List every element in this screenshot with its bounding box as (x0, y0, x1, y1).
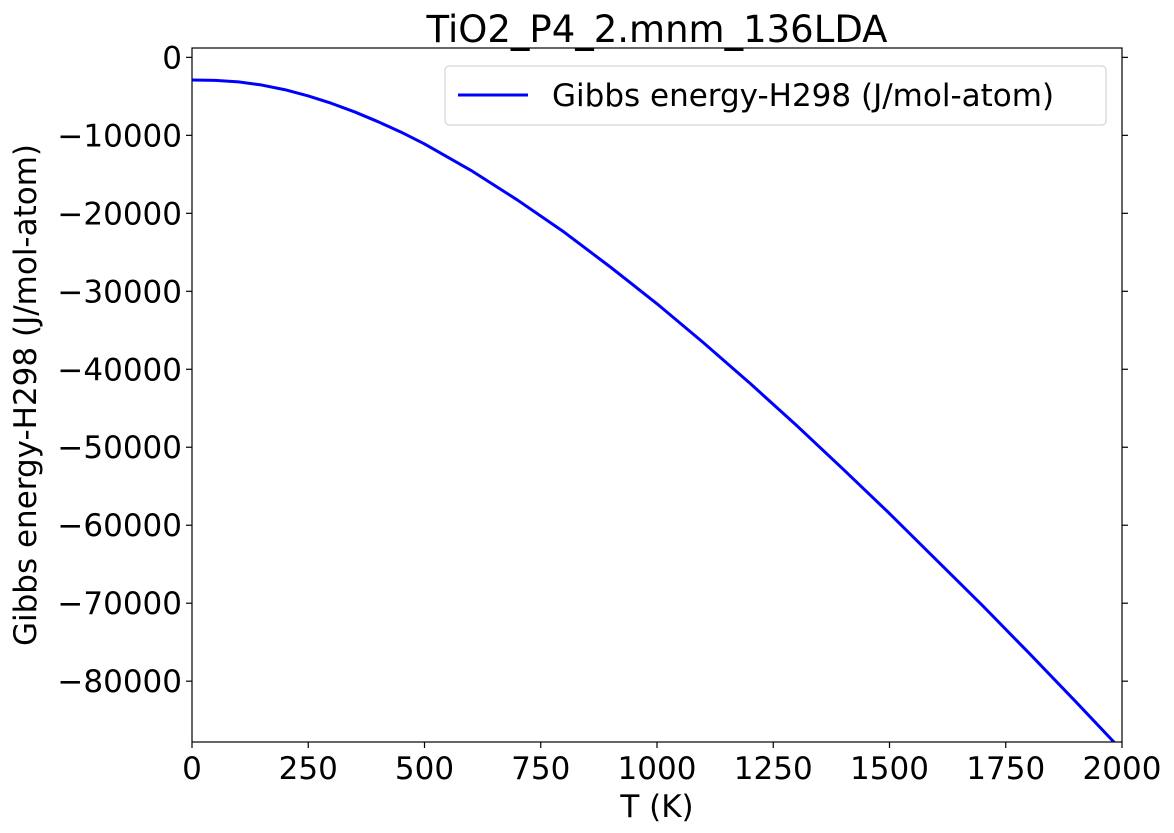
y-tick-label: −10000 (57, 118, 182, 154)
chart-title: TiO2_P4_2.mnm_136LDA (426, 8, 888, 51)
plot-frame (191, 47, 1123, 743)
x-axis-label: T (K) (619, 789, 693, 825)
x-tick-label: 2000 (1083, 751, 1162, 787)
legend-box (444, 65, 1107, 126)
y-tick-label: −20000 (57, 196, 182, 232)
y-tick-label: −60000 (57, 508, 182, 544)
x-tick-label: 1500 (850, 751, 929, 787)
x-tick-label: 0 (182, 751, 202, 787)
x-tick-label: 250 (279, 751, 338, 787)
y-tick-label: 0 (162, 40, 182, 76)
x-tick-label: 1250 (734, 751, 813, 787)
x-tick-label: 1000 (618, 751, 697, 787)
x-tick-label: 750 (511, 751, 570, 787)
y-tick-label: −70000 (57, 586, 182, 622)
series-layer (192, 78, 1116, 742)
x-tick-label: 500 (395, 751, 454, 787)
x-tick-label: 1750 (966, 751, 1045, 787)
legend: Gibbs energy-H298 (J/mol-atom) (444, 65, 1107, 126)
x-axis-ticks: 0 250 500 750 1000 1250 1500 1750 2000 (182, 742, 1161, 787)
y-tick-label: −40000 (57, 352, 182, 388)
y-tick-label: −50000 (57, 430, 182, 466)
y-tick-label: −80000 (57, 664, 182, 700)
y-tick-label: −30000 (57, 274, 182, 310)
legend-label: Gibbs energy-H298 (J/mol-atom) (552, 78, 1054, 114)
y-axis-ticks: 0 −10000 −20000 −30000 −40000 −50000 −60000 −70… (57, 40, 1128, 700)
series-line (192, 78, 1116, 742)
y-axis-label: Gibbs energy-H298 (J/mol-atom) (8, 144, 44, 646)
